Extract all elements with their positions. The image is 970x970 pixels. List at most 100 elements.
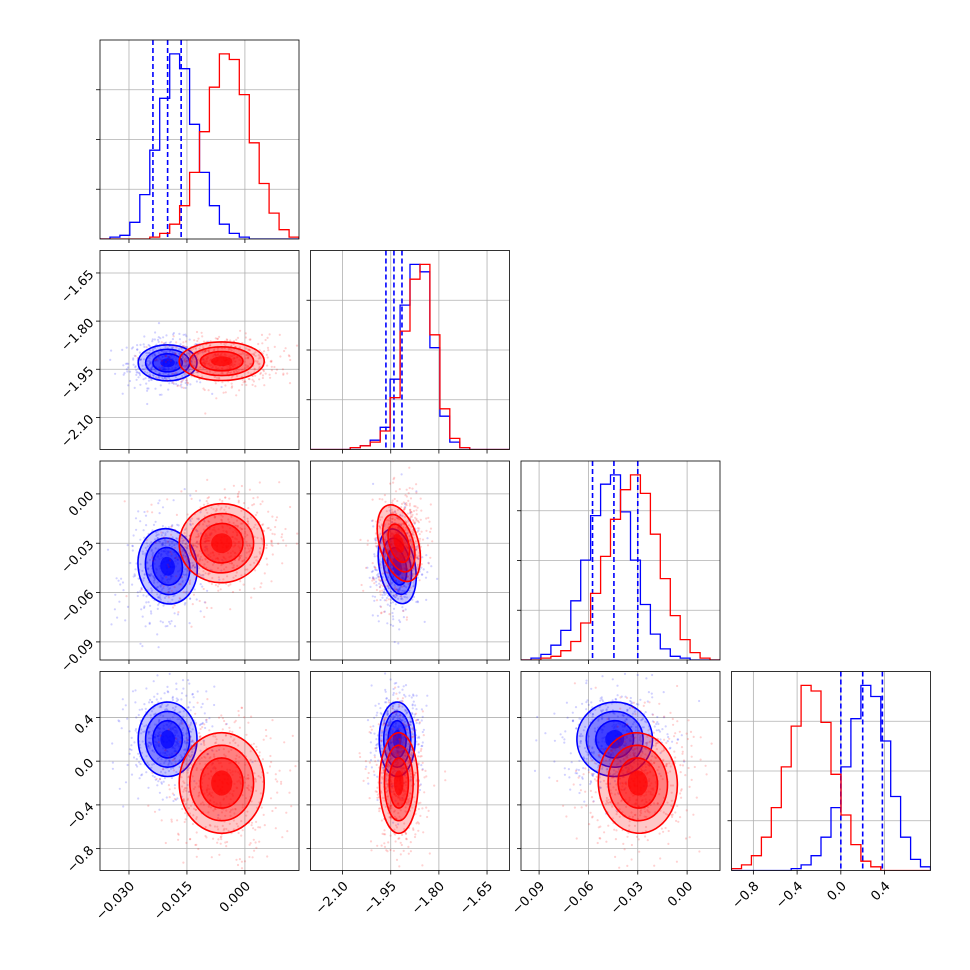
sample-point [265,544,268,547]
sample-point [149,375,152,378]
sample-point [386,713,389,716]
sample-point [247,784,250,787]
sample-point [177,611,180,614]
sample-point [366,539,369,542]
sample-point [181,579,184,582]
sample-point [157,596,160,599]
sample-point [213,755,216,758]
sample-point [190,497,193,500]
sample-point [148,363,151,367]
sample-point [166,624,169,628]
sample-point [214,337,217,340]
sample-point [182,364,186,367]
sample-point [379,563,382,567]
sample-point [386,622,389,625]
panel-0-0 [100,40,299,239]
sample-point [212,735,215,738]
sample-point [198,558,202,562]
sample-point [180,490,183,493]
sample-point [225,342,228,345]
sample-point [191,739,194,742]
sample-point [373,565,376,568]
sample-point [185,573,188,576]
sample-point [185,841,188,845]
sample-point [429,503,432,506]
sample-point [232,564,235,567]
sample-point [225,845,228,848]
sample-point [195,598,198,601]
sample-point [157,741,160,744]
sample-point [253,777,256,780]
sample-point [411,574,414,578]
sample-point [410,752,413,755]
sample-point [201,702,204,706]
sample-point [140,732,143,735]
sample-point [188,736,192,739]
sample-point [199,574,202,577]
sample-point [259,372,262,376]
sample-point [192,706,195,709]
sample-point [151,511,154,514]
sample-point [98,348,100,350]
sample-point [224,733,228,737]
sample-point [181,720,184,724]
sample-point [220,518,223,521]
sample-point [197,847,200,851]
sample-point [397,597,400,600]
sample-point [207,349,210,352]
sample-point [147,387,150,390]
sample-point [167,591,170,594]
sample-point [207,389,210,392]
sample-point [270,761,273,764]
sample-point [200,331,203,334]
sample-point [157,322,161,325]
sample-point [200,743,203,746]
sample-point [391,499,394,502]
sample-point [404,752,407,755]
sample-point [164,342,167,345]
sample-point [380,781,383,785]
sample-point [362,589,365,592]
sample-point [387,598,390,601]
sample-point [380,740,383,743]
sample-point [214,382,217,385]
sample-point [196,517,199,520]
sample-point [416,718,419,721]
sample-point [412,828,415,832]
sample-point [393,497,396,501]
sample-point [265,734,268,738]
sample-point [168,356,171,359]
sample-point [413,579,416,582]
sample-point [158,756,161,759]
sample-point [177,583,181,586]
sample-point [385,596,388,600]
sample-point [416,506,419,509]
sample-point [131,549,134,552]
sample-point [401,705,404,708]
sample-point [137,752,140,755]
sample-point [254,360,257,363]
sample-point [374,568,377,571]
sample-point [253,561,256,565]
sample-point [388,722,391,726]
sample-point [150,378,153,381]
sample-point [418,736,421,740]
sample-point [254,780,257,783]
sample-point [397,751,400,754]
sample-point [171,696,174,700]
sample-point [392,821,395,824]
sample-point [187,369,190,372]
sample-point [182,790,185,793]
sample-point [140,358,143,361]
sample-point [379,807,382,810]
sample-point [244,797,247,800]
contour-line [199,757,244,809]
sample-point [164,708,167,711]
sample-point [366,566,369,569]
sample-point [194,528,197,531]
sample-point [379,734,382,737]
sample-point [238,346,241,349]
sample-point [403,595,406,598]
sample-point [172,345,175,348]
sample-point [204,558,207,561]
